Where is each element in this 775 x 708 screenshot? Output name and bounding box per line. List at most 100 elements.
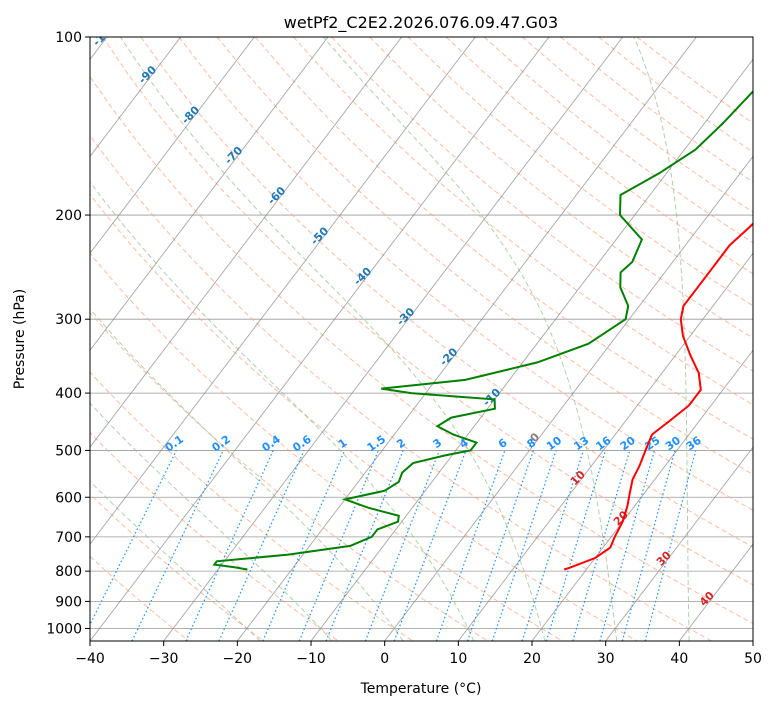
dry-adiabat [369,37,753,339]
mixing-ratio-label: 1.5 [365,433,388,455]
isotherm-line [310,58,753,641]
dewpoint-profile [212,89,753,571]
dry-adiabat [90,371,414,641]
moist-adiabat [90,308,404,641]
mixing-ratio-label: 1 [336,436,350,451]
dry-adiabat [254,37,753,440]
moist-adiabat [322,37,618,641]
temperature-profile [563,222,753,571]
mixing-ratio-labels: 0.1 0.2 0.4 0.6 1 1.5 2 3 4 6 8 10 13 16 20 25 30 36 [163,432,704,454]
isotherm-label: 40 [697,589,717,609]
isotherm-line [752,640,753,641]
mixing-ratio-label: 0.1 [163,433,186,455]
dry-adiabat [445,37,753,275]
isotherm-label: -100 [90,20,119,49]
isotherm-label: -40 [351,265,374,288]
dry-adiabat [90,493,264,641]
moist-adiabat [90,181,475,641]
dry-adiabat [102,37,753,586]
chart-title: wetPf2_C2E2.2026.076.09.47.G03 [284,13,558,33]
mixing-ratio-line [545,450,607,641]
mixing-ratio-line [364,450,440,641]
dry-adiabat [560,37,753,183]
dry-adiabat [216,37,753,475]
isotherm-line [605,446,753,641]
isotherm-line [90,37,329,351]
x-tick-label: 20 [523,651,541,667]
dry-adiabat [140,37,753,548]
y-tick-label: 800 [55,564,82,580]
x-tick-label: 30 [597,651,615,667]
mixing-ratio-label: 0.6 [290,432,314,454]
moist-adiabat [119,37,546,641]
isotherm-line [236,37,697,641]
dry-adiabat [90,252,563,641]
plot-frame [89,36,754,642]
dry-adiabat [293,37,753,406]
moist-adiabat [633,37,690,641]
mixing-ratio-label: 0.2 [210,433,233,455]
moist-adiabat [90,480,261,641]
mixing-ratio-line [621,450,676,641]
mixing-ratio-line [572,450,631,641]
y-tick-label: 300 [55,312,82,328]
x-tick-label: 40 [670,651,688,667]
isotherm-label: -60 [265,184,288,207]
dry-adiabat [483,37,753,244]
x-tick-label: −10 [296,651,326,667]
mixing-ratio-line [185,450,274,641]
dry-adiabat [636,37,753,124]
mixing-ratio-line [599,450,656,641]
isotherm-line [384,155,753,641]
y-tick-label: 900 [55,594,82,610]
isotherm-line [163,37,624,641]
isotherm-label: -30 [394,305,417,328]
y-tick-label: 100 [55,30,82,46]
x-axis-label: Temperature (°C) [360,681,482,697]
mixing-ratio-line [90,450,177,626]
mixing-ratio-line [521,450,585,641]
mixing-ratio-line [218,450,305,641]
isotherm-label: 30 [654,548,674,568]
y-tick-label: 700 [55,530,82,546]
isotherm-label: -20 [437,345,460,368]
mixing-ratio-label: 2 [394,436,408,451]
x-tick-label: −40 [75,651,105,667]
isotherm-line [90,37,182,158]
isotherm-line [90,37,255,255]
dry-adiabat [522,37,753,213]
y-tick-label: 400 [55,386,82,402]
dry-adiabat [178,37,753,511]
isotherm-line [90,37,476,545]
x-tick-label: −20 [223,651,253,667]
dry-adiabat [90,75,753,624]
moist-adiabat [90,402,333,641]
sounding-profiles [212,89,753,571]
y-tick-label: 600 [55,490,82,506]
dry-adiabat [90,134,712,641]
mixing-ratio-line [393,450,467,641]
y-axis: 100 200 300 400 500 600 700 800 900 1000 [46,30,90,637]
isotherm-line [90,37,550,641]
y-tick-label: 500 [55,443,82,459]
mixing-ratio-line [262,450,346,641]
mixing-ratio-label: 6 [496,436,510,451]
mixing-ratio-line [131,450,224,641]
background-lines [90,37,753,641]
x-tick-label: −30 [149,651,179,667]
isotherm-line [678,543,753,641]
mixing-ratio-line [325,450,404,641]
isotherm-label: -50 [308,224,331,247]
y-axis-label: Pressure (hPa) [12,289,28,389]
isotherm-line [90,37,403,448]
mixing-ratio-line [644,450,697,641]
mixing-ratio-line [435,450,506,641]
mixing-ratio-label: 0.4 [259,432,283,454]
mixing-ratio-label: 3 [431,436,445,451]
x-axis: −40 −30 −20 −10 0 10 20 30 40 50 [75,641,762,667]
mixing-ratio-line [491,450,557,641]
isotherm-label: -90 [136,63,159,86]
y-tick-label: 1000 [46,621,82,637]
dry-adiabat [90,555,190,641]
